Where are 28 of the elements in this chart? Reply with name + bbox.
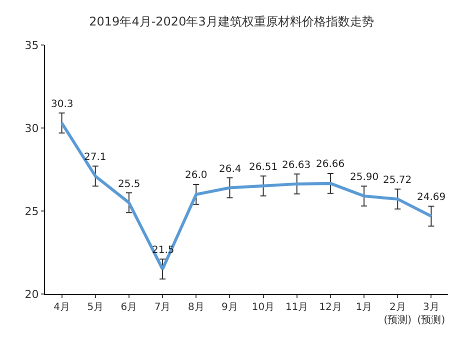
x-tick-label: 8月 [188,302,204,313]
x-tick-label: 5月 [87,302,104,313]
x-tick-label: 6月 [120,302,138,313]
x-tick-label: 2月 (预测) [384,302,412,326]
chart-title: 2019年4月-2020年3月建筑权重原材料价格指数走势 [89,14,374,29]
data-label: 25.90 [350,172,379,183]
x-tick-label: 4月 [54,302,70,313]
y-tick-label: 25 [24,204,39,218]
data-label: 26.63 [282,160,311,171]
data-label: 27.1 [84,152,106,163]
data-label: 26.66 [316,159,345,170]
data-label: 26.51 [249,162,278,173]
x-tick-label: 11月 [286,302,308,313]
data-label: 25.72 [383,175,412,186]
data-label: 24.69 [417,192,446,203]
y-tick-label: 35 [24,38,39,52]
data-label: 26.0 [185,170,208,181]
x-tick-label: 10月 [252,302,275,313]
y-tick-label: 20 [24,288,39,301]
x-tick-label: 3月 (预测) [417,302,446,326]
y-tick-label: 30 [24,122,39,135]
data-label: 25.5 [118,179,140,190]
x-tick-label: 1月 [356,302,372,313]
x-tick-label: 9月 [222,302,238,313]
data-label: 30.3 [51,99,74,110]
x-tick-label: 7月 [154,302,171,313]
x-tick-label: 12月 [319,302,342,313]
data-label: 26.4 [219,164,242,175]
